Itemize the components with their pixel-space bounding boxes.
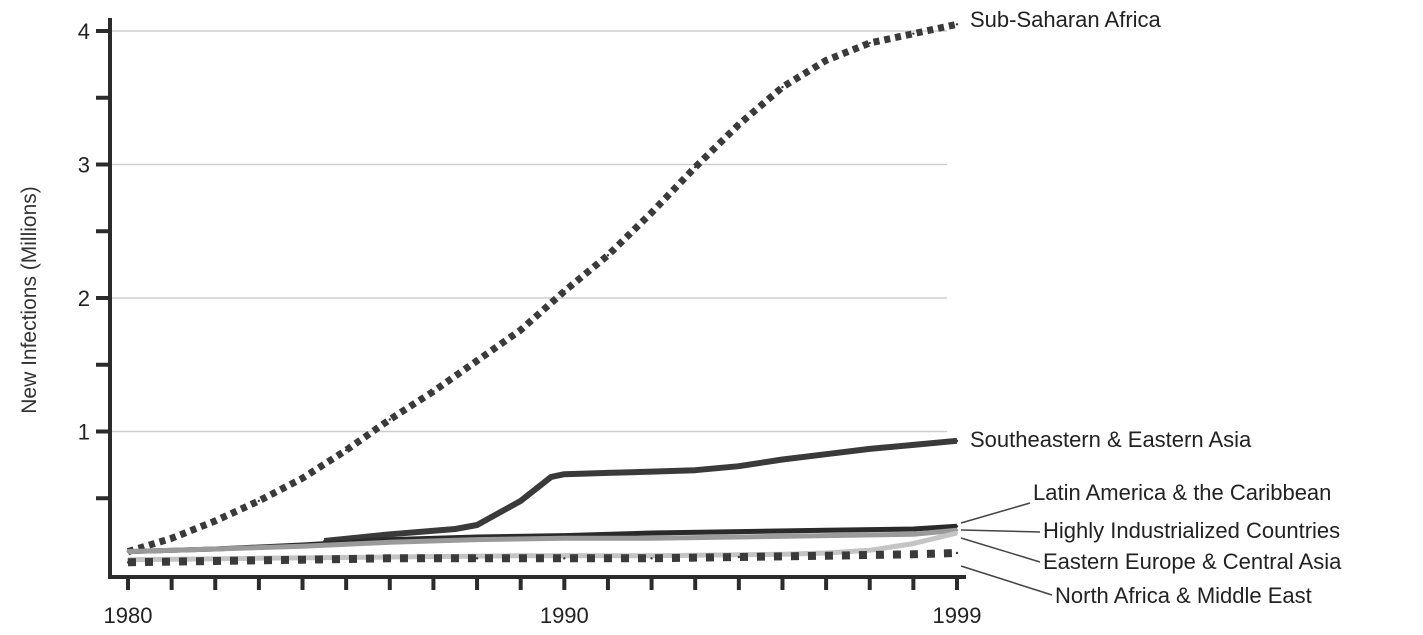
grid-layer bbox=[110, 30, 947, 433]
y-tick-label-3: 3 bbox=[78, 153, 90, 178]
series-6-point-6 bbox=[650, 557, 653, 560]
series-5-point-9 bbox=[955, 531, 959, 535]
x-tick-label-1990: 1990 bbox=[540, 603, 589, 628]
series-1-point-1 bbox=[170, 537, 173, 540]
x-tick-label-1999: 1999 bbox=[933, 603, 982, 628]
series-3-point-7 bbox=[737, 530, 741, 533]
series-2-point-15 bbox=[955, 439, 959, 443]
series-2-point-8 bbox=[650, 470, 653, 473]
series-1-point-2 bbox=[214, 519, 217, 523]
label-layer: Sub-Saharan Africa Southeastern & Eastern… bbox=[960, 7, 1342, 608]
leader-line-5 bbox=[960, 537, 1041, 563]
series-3-point-8 bbox=[824, 529, 828, 532]
series-2-point-12 bbox=[824, 452, 828, 456]
series-4-point-6 bbox=[650, 537, 653, 540]
series-2-point-10 bbox=[737, 465, 741, 468]
series-label-1: Sub-Saharan Africa bbox=[970, 7, 1162, 32]
y-axis-title: New Infections (Millions) bbox=[18, 186, 41, 414]
leader-line-3 bbox=[960, 502, 1031, 524]
series-6-point-5 bbox=[563, 557, 566, 560]
series-label-2: Southeastern & Eastern Asia bbox=[970, 427, 1252, 452]
series-3-point-10 bbox=[955, 525, 959, 528]
series-1-point-18 bbox=[912, 32, 915, 35]
series-6-point-9 bbox=[912, 553, 915, 556]
series-line-6 bbox=[127, 549, 958, 567]
series-1-point-15 bbox=[781, 85, 784, 89]
series-label-4: Highly Industrialized Countries bbox=[1043, 518, 1340, 543]
series-6-point-8 bbox=[824, 554, 828, 557]
leader-line-4 bbox=[960, 529, 1041, 533]
series-6-point-1 bbox=[214, 559, 217, 563]
series-1-point-12 bbox=[650, 211, 653, 214]
series-5-point-4 bbox=[650, 554, 653, 557]
series-1-point-10 bbox=[563, 290, 566, 293]
series-4-point-1 bbox=[214, 547, 217, 551]
series-3-point-6 bbox=[650, 531, 653, 535]
series-3-point-9 bbox=[912, 527, 915, 531]
x-tick-label-1980: 1980 bbox=[104, 603, 153, 628]
series-6-point-3 bbox=[388, 557, 391, 560]
series-1-point-9 bbox=[519, 328, 522, 332]
series-2-point-5 bbox=[550, 475, 553, 479]
series-1-point-13 bbox=[694, 165, 697, 169]
series-2-point-11 bbox=[781, 458, 784, 461]
series-6-point-10 bbox=[955, 551, 959, 555]
y-tick-label-1: 1 bbox=[78, 420, 90, 445]
series-1-point-17 bbox=[868, 41, 871, 45]
series-1-point-6 bbox=[388, 418, 391, 421]
series-4-point-5 bbox=[563, 537, 566, 540]
series-6-point-7 bbox=[737, 555, 741, 559]
series-1-point-14 bbox=[737, 123, 741, 126]
series-label-3: Latin America & the Caribbean bbox=[1033, 480, 1331, 505]
series-line-2 bbox=[323, 437, 958, 544]
series-4-point-8 bbox=[824, 534, 828, 537]
series-label-6: North Africa & Middle East bbox=[1055, 583, 1312, 608]
series-1-point-19 bbox=[955, 23, 959, 26]
series-4-point-9 bbox=[912, 533, 915, 536]
series-label-5: Eastern Europe & Central Asia bbox=[1043, 549, 1342, 574]
series-2-point-3 bbox=[475, 523, 479, 527]
series-line-5 bbox=[127, 530, 958, 563]
series-1-point-4 bbox=[301, 477, 304, 480]
y-tick-label-4: 4 bbox=[78, 19, 90, 44]
series-1-point-5 bbox=[344, 448, 348, 452]
series-2-point-1 bbox=[388, 533, 391, 536]
series-5-point-8 bbox=[912, 542, 915, 545]
series-1-point-16 bbox=[824, 59, 828, 62]
series-2-point-6 bbox=[563, 473, 566, 476]
series-6-point-2 bbox=[301, 558, 304, 561]
series-5-point-7 bbox=[868, 549, 871, 552]
series-layer bbox=[126, 20, 959, 567]
series-6-point-4 bbox=[475, 557, 479, 560]
series-2-point-7 bbox=[606, 471, 610, 475]
series-2-point-9 bbox=[694, 469, 697, 472]
series-2-point-4 bbox=[519, 499, 522, 503]
series-2-point-14 bbox=[912, 443, 915, 447]
axis-layer: 1 2 3 4 1980 1990 1999 bbox=[78, 18, 982, 628]
series-1-point-8 bbox=[475, 359, 479, 362]
series-4-point-7 bbox=[737, 535, 741, 539]
series-2-point-13 bbox=[868, 447, 871, 451]
series-4-point-0 bbox=[126, 550, 130, 553]
y-tick-label-2: 2 bbox=[78, 286, 90, 311]
series-1-point-11 bbox=[606, 254, 610, 257]
series-4-point-2 bbox=[301, 545, 304, 548]
series-1-point-3 bbox=[257, 499, 261, 503]
series-4-point-4 bbox=[475, 538, 479, 541]
series-5-point-1 bbox=[257, 557, 261, 560]
series-4-point-3 bbox=[388, 541, 391, 544]
series-line-1 bbox=[126, 20, 958, 555]
leader-line-6 bbox=[960, 565, 1053, 596]
series-2-point-2 bbox=[454, 527, 457, 531]
series-1-point-7 bbox=[432, 390, 435, 393]
series-6-point-0 bbox=[126, 561, 130, 564]
